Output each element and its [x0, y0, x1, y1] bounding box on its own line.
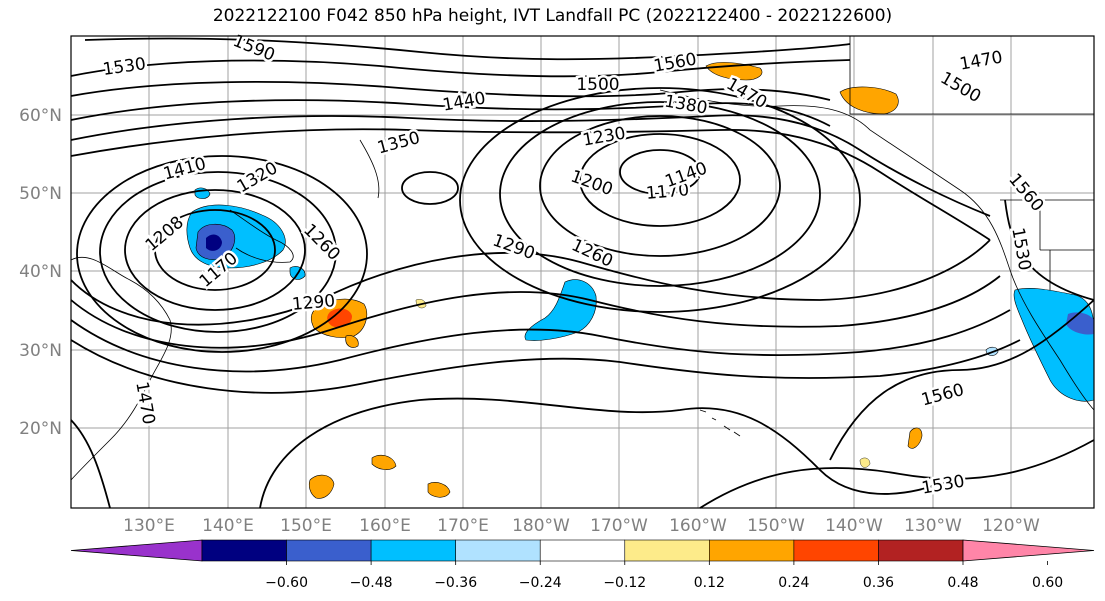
- colorbar-segment: [878, 539, 964, 562]
- colorbar-extend-max: [962, 539, 1095, 562]
- ivt-negative-midpacific: [524, 279, 597, 341]
- ivt-positive-small-5: [907, 427, 923, 449]
- coast-kamchatka: [359, 139, 380, 199]
- ivt-positive-alaska-2: [839, 86, 899, 115]
- colorbar-extend-min: [70, 539, 203, 562]
- height-contours: [70, 37, 1095, 509]
- ivt-negative-japan-core: [206, 234, 222, 251]
- coast-alaska: [659, 89, 961, 191]
- contour-pac-5: [459, 87, 861, 313]
- contour-pac-2: [579, 133, 741, 227]
- longitude-label: 180°W: [512, 516, 570, 536]
- colorbar-tick-label: 0.48: [947, 575, 978, 591]
- contour-1470-north: [70, 114, 991, 217]
- contour-1560-east: [829, 299, 1095, 461]
- colorbar-tick-label: 0.60: [1032, 575, 1063, 591]
- contour-1560-north: [70, 59, 851, 78]
- latitude-label: 40°N: [19, 262, 62, 282]
- gridlines: [71, 36, 1094, 508]
- latitude-label: 20°N: [19, 419, 62, 439]
- contour-low-1: [154, 209, 276, 291]
- ivt-positive-small-6: [859, 457, 871, 468]
- colorbar-tick-label: −0.60: [265, 575, 308, 591]
- boundaries: [849, 36, 1094, 290]
- latitude-labels: 60°N 50°N 40°N 30°N 20°N: [19, 106, 62, 439]
- colorbar-segment: [286, 539, 372, 562]
- contour-low-3: [99, 171, 337, 333]
- colorbar-segment: [201, 539, 287, 562]
- colorbar-segment: [624, 539, 710, 562]
- contour-label: 1500: [576, 75, 619, 95]
- coast-japan: [229, 209, 294, 263]
- colorbar-tick-label: 0.36: [863, 575, 894, 591]
- contour-1530-north: [70, 80, 831, 101]
- colorbar-tick-label: −0.48: [350, 575, 393, 591]
- coast-northamerica: [959, 189, 1095, 411]
- ivt-positive-small-2: [308, 474, 335, 499]
- ivt-positive-small-4: [427, 482, 451, 498]
- map-frame: [70, 35, 1095, 509]
- contour-1500-north: [70, 99, 831, 127]
- ivt-positive-small-3: [371, 454, 397, 470]
- longitude-label: 170°W: [590, 516, 648, 536]
- colorbar-tick-label: −0.36: [434, 575, 477, 591]
- latitude-label: 50°N: [19, 184, 62, 204]
- longitude-label: 160°W: [669, 516, 727, 536]
- coastlines: [70, 89, 1095, 481]
- contour-label: 1290: [291, 291, 336, 315]
- contour-low-4: [76, 155, 368, 353]
- contour-1530-south: [70, 419, 111, 509]
- contour-1560-south: [259, 397, 951, 509]
- contour-1290: [70, 275, 1001, 349]
- contour-pac-3: [539, 115, 781, 257]
- colorbar-segment: [539, 539, 626, 562]
- contour-1440: [70, 128, 991, 241]
- coast-asia: [70, 256, 172, 481]
- contour-low-2: [124, 189, 306, 311]
- contour-small-low: [401, 171, 459, 205]
- colorbar-tick-label: 0.12: [694, 575, 725, 591]
- colorbar-tick-label: 0.24: [778, 575, 809, 591]
- colorbar-segment: [709, 539, 795, 562]
- contour-1260: [70, 239, 991, 326]
- colorbar-tick-label: −0.24: [519, 575, 562, 591]
- contour-1530-east: [699, 439, 1095, 509]
- longitude-label: 160°E: [359, 516, 411, 536]
- latitude-label: 30°N: [19, 341, 62, 361]
- ivt-positive-east-japan-core: [327, 308, 352, 328]
- contour-1590: [84, 37, 851, 61]
- contour-1530-coast: [1004, 199, 1095, 301]
- longitude-labels: 130°E 140°E 150°E 160°E 170°E 180°W 170°W 160°W…: [123, 516, 1040, 536]
- boundary-alaska-canada: [849, 36, 1094, 115]
- longitude-label: 140°W: [825, 516, 883, 536]
- coast-islands-hawaii: [699, 409, 741, 437]
- contour-pac-1: [619, 149, 701, 195]
- contour-1320: [70, 309, 1011, 373]
- longitude-label: 130°E: [123, 516, 175, 536]
- longitude-label: 170°E: [437, 516, 489, 536]
- ivt-positive-small-1: [345, 335, 359, 348]
- contour-pac-4: [499, 101, 821, 287]
- longitude-label: 120°W: [982, 516, 1040, 536]
- longitude-label: 130°W: [904, 516, 962, 536]
- longitude-label: 150°E: [280, 516, 332, 536]
- colorbar-segment: [455, 539, 541, 562]
- colorbar-tick-label: −0.12: [603, 575, 646, 591]
- colorbar-segment: [793, 539, 879, 562]
- contour-1350: [70, 339, 1021, 394]
- latitude-label: 60°N: [19, 106, 62, 126]
- longitude-label: 140°E: [202, 516, 254, 536]
- colorbar-segment: [370, 539, 456, 562]
- longitude-label: 150°W: [747, 516, 805, 536]
- map-title: 2022122100 F042 850 hPa height, IVT Land…: [212, 6, 893, 26]
- colorbar: −0.60 −0.48 −0.36 −0.24 −0.12 0.12 0.24 0.36 0.4…: [70, 539, 1095, 591]
